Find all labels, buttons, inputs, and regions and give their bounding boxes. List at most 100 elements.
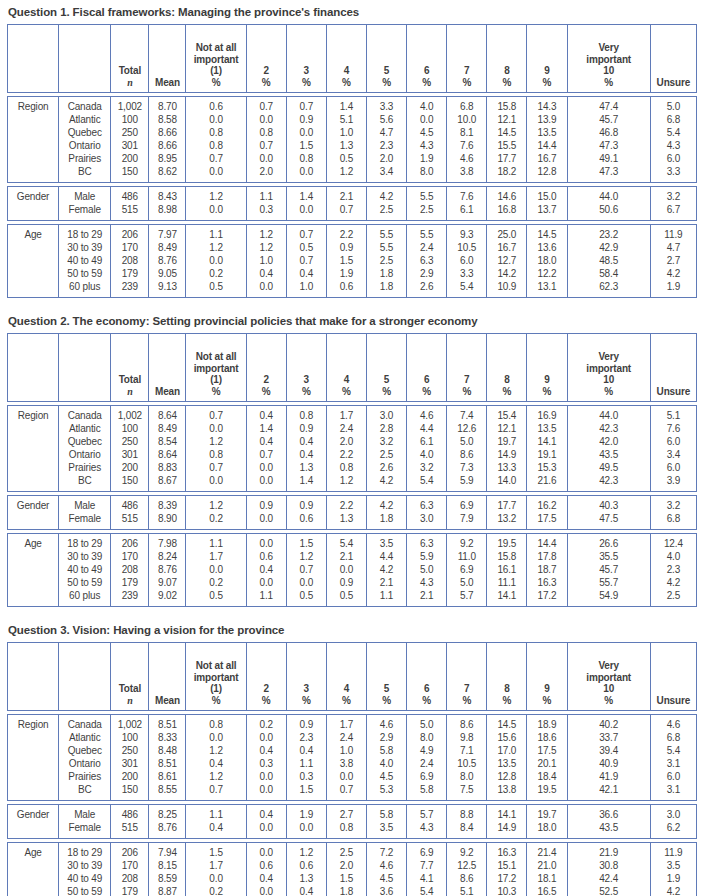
cell-value: 1.4 <box>286 187 326 204</box>
cell-value: 2.3 <box>286 731 326 744</box>
cell-value: 6.8 <box>447 97 487 114</box>
cell-mean: 9.05 <box>149 267 186 280</box>
cell-value: 4.5 <box>366 770 406 783</box>
header-cell-scale-5: 5% <box>366 334 406 402</box>
cell-value: 5.6 <box>366 113 406 126</box>
cell-value: 12.6 <box>447 422 487 435</box>
cell-value: 1.8 <box>366 267 406 280</box>
cell-total-n: 1,002 <box>111 97 149 114</box>
cell-value: 40.3 <box>567 496 650 513</box>
cell-value: 6.0 <box>650 435 696 448</box>
cell-value: 12.4 <box>650 534 696 551</box>
cell-mean: 8.24 <box>149 550 186 563</box>
header-cell-group <box>8 643 59 711</box>
row-label: Quebec <box>59 744 111 757</box>
cell-value: 1.2 <box>246 241 286 254</box>
row-label: 18 to 29 <box>59 534 111 551</box>
table-row: 30 to 391708.491.21.20.50.95.52.410.516.… <box>8 241 697 254</box>
cell-value: 0.0 <box>246 113 286 126</box>
cell-value: 0.0 <box>286 821 326 839</box>
cell-value: 48.5 <box>567 254 650 267</box>
cell-value: 5.1 <box>650 406 696 423</box>
cell-value: 16.1 <box>487 563 527 576</box>
cell-value: 7.2 <box>366 843 406 860</box>
cell-value: 0.9 <box>286 113 326 126</box>
table-row: BC1508.670.00.01.41.24.25.45.914.021.642… <box>8 474 697 492</box>
cell-value: 0.4 <box>286 744 326 757</box>
cell-value: 1.5 <box>286 534 326 551</box>
cell-value: 5.0 <box>447 435 487 448</box>
cell-total-n: 208 <box>111 254 149 267</box>
cell-value: 6.8 <box>650 731 696 744</box>
cell-value: 0.9 <box>246 496 286 513</box>
cell-value: 5.0 <box>407 715 447 732</box>
question-block: Question 2. The economy: Setting provinc… <box>7 315 712 607</box>
cell-value: 2.0 <box>246 165 286 183</box>
cell-value: 0.6 <box>286 512 326 530</box>
table-row: Ontario3018.510.40.31.13.84.02.410.513.5… <box>8 757 697 770</box>
cell-value: 6.0 <box>650 152 696 165</box>
cell-value: 12.7 <box>487 254 527 267</box>
table-group-section: Age18 to 292067.941.50.01.22.57.26.99.21… <box>7 842 697 896</box>
row-label: Atlantic <box>59 422 111 435</box>
cell-value: 5.8 <box>366 805 406 822</box>
cell-value: 18.0 <box>527 821 567 839</box>
cell-value: 5.1 <box>447 885 487 896</box>
cell-value: 4.3 <box>650 139 696 152</box>
header-cell-unsure: Unsure <box>650 334 696 402</box>
cell-value: 0.2 <box>246 715 286 732</box>
cell-value: 1.1 <box>246 589 286 607</box>
cell-value: 5.9 <box>447 474 487 492</box>
cell-value: 4.2 <box>366 496 406 513</box>
cell-total-n: 486 <box>111 187 149 204</box>
cell-value: 0.7 <box>186 461 246 474</box>
cell-value: 58.4 <box>567 267 650 280</box>
cell-value: 19.5 <box>487 534 527 551</box>
cell-value: 0.2 <box>186 885 246 896</box>
header-cell-not-at-all-important: Not at allimportant(1)% <box>186 334 246 402</box>
cell-value: 1.2 <box>186 496 246 513</box>
cell-value: 4.2 <box>366 187 406 204</box>
cell-value: 2.4 <box>326 731 366 744</box>
cell-value: 13.1 <box>527 280 567 298</box>
cell-value: 0.5 <box>286 241 326 254</box>
cell-mean: 9.07 <box>149 576 186 589</box>
table-row: Age18 to 292067.981.10.01.55.43.56.39.21… <box>8 534 697 551</box>
cell-value: 4.0 <box>407 97 447 114</box>
cell-total-n: 170 <box>111 241 149 254</box>
cell-mean: 8.51 <box>149 757 186 770</box>
cell-value: 1.0 <box>326 744 366 757</box>
cell-value: 0.4 <box>246 872 286 885</box>
table-row: Ontario3018.660.80.71.51.32.34.37.615.51… <box>8 139 697 152</box>
cell-value: 1.3 <box>286 872 326 885</box>
cell-value: 16.3 <box>527 576 567 589</box>
cell-value: 6.9 <box>407 843 447 860</box>
cell-value: 18.0 <box>527 254 567 267</box>
row-label: Male <box>59 187 111 204</box>
cell-value: 2.0 <box>366 152 406 165</box>
cell-value: 1.8 <box>366 280 406 298</box>
cell-value: 1.1 <box>186 225 246 242</box>
row-label: 30 to 39 <box>59 550 111 563</box>
table-row: Ontario3018.640.80.70.42.22.54.08.614.91… <box>8 448 697 461</box>
cell-total-n: 515 <box>111 203 149 221</box>
cell-value: 0.4 <box>286 448 326 461</box>
cell-value: 0.9 <box>286 496 326 513</box>
cell-value: 2.3 <box>366 139 406 152</box>
cell-value: 2.5 <box>366 448 406 461</box>
cell-value: 9.8 <box>447 731 487 744</box>
cell-value: 1.9 <box>326 267 366 280</box>
cell-value: 5.4 <box>650 126 696 139</box>
cell-value: 6.1 <box>407 435 447 448</box>
table-row: GenderMale4868.391.20.90.92.24.26.36.917… <box>8 496 697 513</box>
cell-value: 1.7 <box>326 715 366 732</box>
header-cell-scale-8: 8% <box>487 334 527 402</box>
header-cell-mean: Mean <box>149 334 186 402</box>
cell-value: 39.4 <box>567 744 650 757</box>
cell-value: 11.1 <box>487 576 527 589</box>
cell-value: 11.0 <box>447 550 487 563</box>
header-cell-group <box>8 25 59 93</box>
cell-value: 8.1 <box>447 126 487 139</box>
cell-value: 14.1 <box>487 805 527 822</box>
group-label: Gender <box>8 187 59 221</box>
